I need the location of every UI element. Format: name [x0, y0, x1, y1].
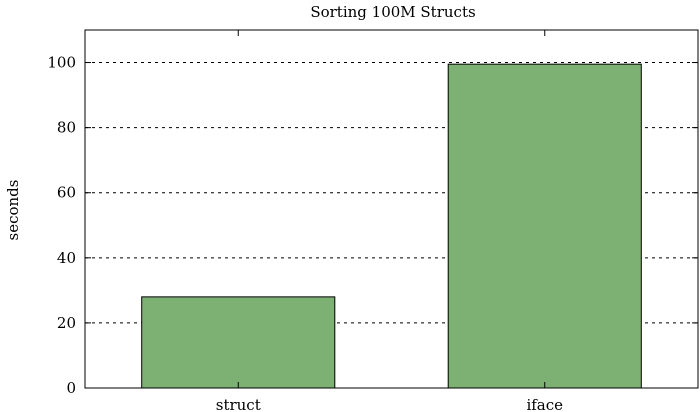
- y-tick-label: 40: [57, 249, 76, 267]
- x-tick-label: struct: [216, 396, 261, 412]
- y-tick-label: 100: [47, 54, 76, 72]
- bars: [141, 63, 642, 389]
- plot-frame: [84, 29, 699, 389]
- x-tick-label: iface: [526, 396, 563, 412]
- chart-title: Sorting 100M Structs: [310, 3, 475, 21]
- ticks: [85, 30, 698, 389]
- y-tick-label: 60: [57, 184, 76, 202]
- bar-struct: [141, 296, 336, 389]
- y-axis-label: seconds: [4, 180, 22, 241]
- tick-labels: 0 20 40 60 80 100 struct iface: [47, 54, 563, 412]
- bar-iface: [447, 63, 642, 389]
- y-tick-label: 0: [66, 379, 76, 397]
- y-tick-label: 80: [57, 119, 76, 137]
- y-tick-label: 20: [57, 314, 76, 332]
